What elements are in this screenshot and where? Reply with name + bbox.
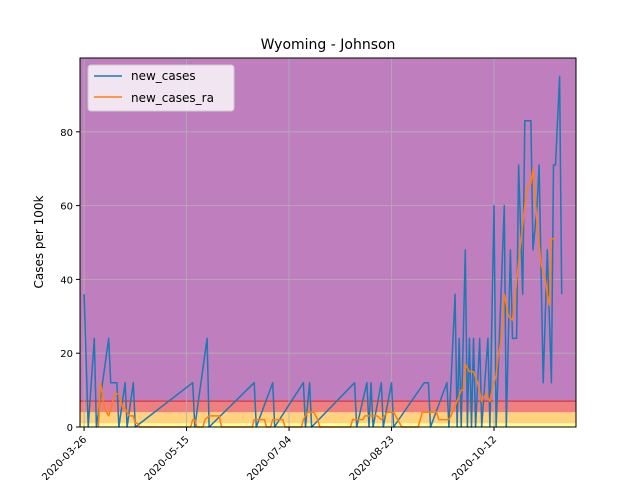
chart-title: Wyoming - Johnson xyxy=(261,37,396,53)
legend: new_cases new_cases_ra xyxy=(87,64,235,112)
legend-label-new-cases: new_cases xyxy=(131,69,196,83)
y-axis-label: Cases per 100k xyxy=(32,195,46,288)
y-tick-label: 80 xyxy=(60,128,73,139)
x-axis-ticks: 2020-03-26 2020-05-15 2020-07-04 2020-08-23… xyxy=(40,427,499,480)
risk-level-bands xyxy=(80,58,576,427)
plot-frame xyxy=(79,57,577,428)
series-line-new-cases xyxy=(83,75,563,428)
x-tick-label: 2020-05-15 xyxy=(143,434,192,480)
risk-band-2 xyxy=(80,401,576,413)
x-tick-label: 2020-10-12 xyxy=(450,434,499,480)
x-tick-label: 2020-03-26 xyxy=(40,434,89,480)
legend-label-new-cases-ra: new_cases_ra xyxy=(131,91,214,105)
legend-box xyxy=(87,64,235,112)
risk-band-1 xyxy=(80,412,576,424)
y-tick-label: 20 xyxy=(60,349,73,360)
y-tick-label: 60 xyxy=(60,202,73,213)
y-tick-label: 40 xyxy=(60,275,73,286)
y-tick-label: 0 xyxy=(67,423,73,434)
risk-band-0 xyxy=(80,423,576,427)
x-tick-label: 2020-08-23 xyxy=(348,434,397,480)
y-axis-ticks: 0 20 40 60 80 xyxy=(60,128,80,434)
series-line-new-cases-ra xyxy=(97,167,556,428)
x-tick-label: 2020-07-04 xyxy=(245,434,294,480)
series-layer xyxy=(83,75,563,428)
